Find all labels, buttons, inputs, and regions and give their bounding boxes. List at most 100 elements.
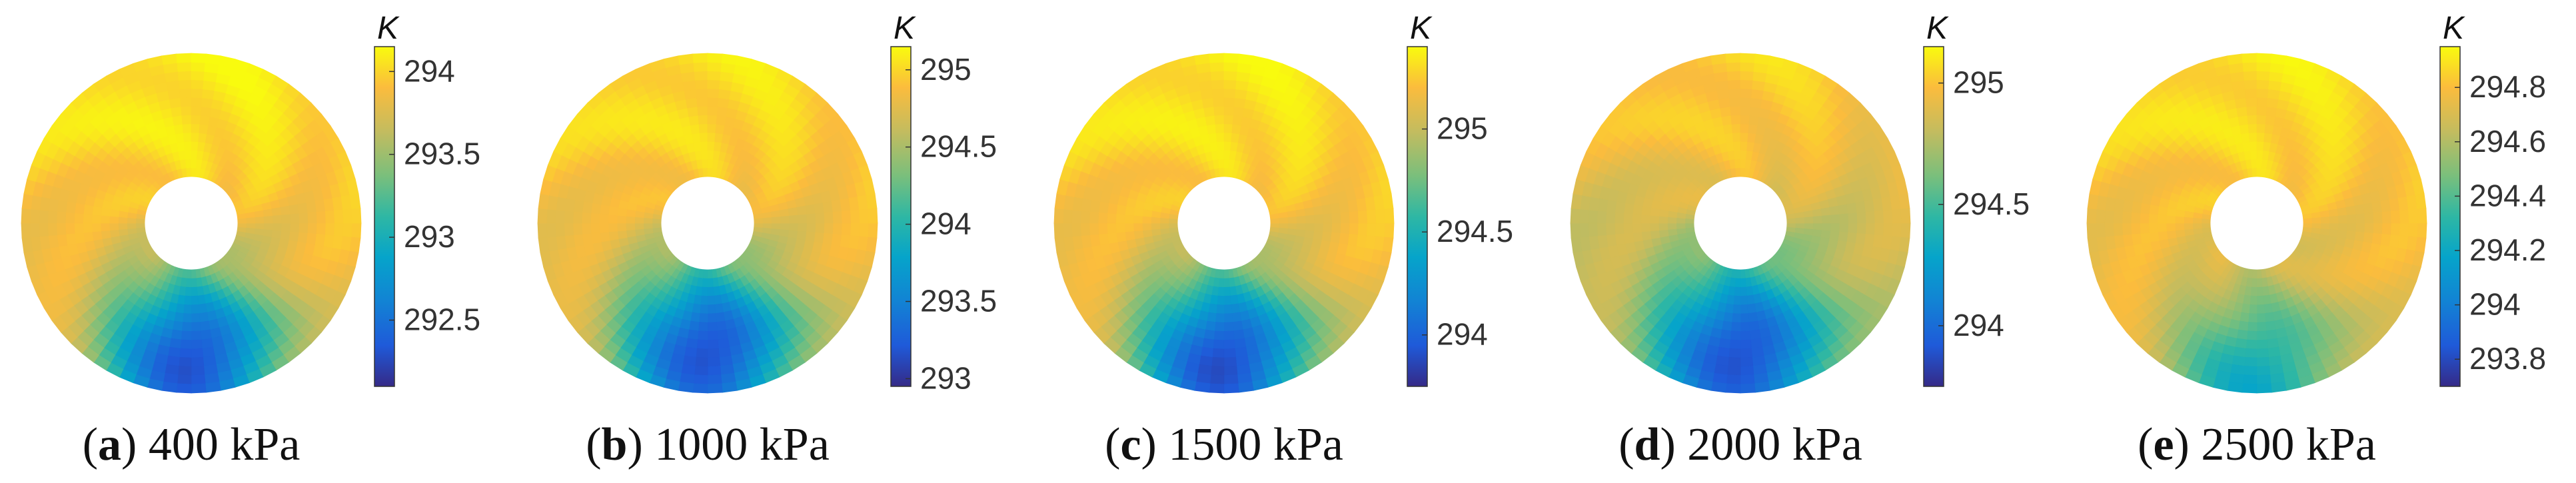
temperature-cell [191,348,204,358]
temperature-cell [191,141,199,151]
temperature-cell [1614,212,1624,224]
temperature-cell [717,338,730,349]
temperature-cell [47,223,58,237]
temperature-cell [1740,123,1750,133]
temperature-cell [191,97,203,107]
temperature-cell [1287,210,1297,219]
temperature-cell [2183,216,2194,224]
temperature-cell [1710,53,1727,65]
colorbar-tick-label: 295 [1437,111,1488,146]
temperature-cell [191,115,201,125]
temperature-cell [832,211,843,224]
temperature-cell [1231,303,1241,314]
temperature-cell [806,213,816,224]
temperature-cell [2256,269,2262,279]
temperature-cell [2248,132,2257,143]
temperature-cell [850,209,861,224]
temperature-cell [2244,88,2257,99]
temperature-cell [2131,233,2142,246]
temperature-cell [1233,329,1245,340]
temperature-cell [2246,97,2257,107]
temperature-cell [1339,233,1350,246]
temperature-cell [1622,223,1633,234]
temperature-cell [2355,213,2365,224]
temperature-cell [177,70,192,81]
temperature-cell [191,356,205,367]
temperature-cell [2246,330,2257,341]
temperature-cell [1614,201,1626,214]
temperature-cell [1874,210,1884,224]
temperature-cell [1054,237,1066,253]
temperature-cell [2240,132,2250,143]
temperature-cell [2249,141,2257,151]
temperature-cell [1367,209,1377,224]
temperature-cell [2104,209,2114,224]
temperature-cell [342,209,353,224]
temperature-cell [1640,231,1652,241]
temperature-cell [196,286,205,296]
temperature-cell [74,203,85,215]
temperature-cell [694,70,708,81]
temperature-cell [1217,286,1225,297]
temperature-cell [1305,223,1315,232]
temperature-cell [1098,201,1109,214]
temperature-cell [1339,201,1350,214]
temperature-cell [700,141,708,151]
temperature-cell [1062,209,1073,224]
temperature-cell [29,209,40,224]
temperature-cell [185,159,192,169]
temperature-cell [696,97,708,107]
temperature-cell [38,223,49,237]
temperature-cell [1384,208,1395,224]
temperature-cell [1740,366,1754,376]
temperature-cell [2256,304,2265,314]
temperature-cell [1746,294,1755,305]
temperature-cell [814,232,825,244]
temperature-cell [2364,223,2375,234]
temperature-cell [1223,269,1229,279]
temperature-cell [1658,215,1668,224]
temperature-cell [1097,223,1108,235]
temperature-cell [707,330,718,341]
temperature-cell [1203,329,1215,340]
temperature-cell [1223,304,1233,314]
temperature-cell [780,215,790,224]
temperature-cell [692,383,708,394]
temperature-cell [687,329,699,340]
temperature-cell [1830,214,1840,224]
temperature-cell [1321,204,1333,215]
temperature-cell [2256,313,2266,323]
temperature-cell [181,330,192,341]
temperature-cell [1740,88,1753,99]
temperature-cell [197,294,206,305]
temperature-cell [171,106,183,117]
temperature-cell [716,106,728,117]
temperature-cell [1089,223,1099,236]
temperature-cell [1207,132,1217,143]
temperature-cell [180,339,192,350]
temperature-cell [2363,203,2374,215]
temperature-cell [2239,123,2250,135]
colorbar-tick-label: 294 [920,207,971,241]
colorbar-tick-label: 293.5 [920,284,997,318]
colorbar-tick-label: 294.5 [920,129,997,164]
temperature-cell [1223,79,1237,90]
temperature-cell [1730,330,1741,341]
temperature-cell [699,304,708,314]
temperature-cell [608,231,619,241]
temperature-cell [246,217,256,224]
temperature-cell [263,223,274,231]
temperature-cell [1740,115,1750,125]
temperature-cell [2148,223,2158,233]
temperature-cell [1215,313,1225,323]
temperature-cell [707,97,719,107]
temperature-cell [1892,209,1902,224]
temperature-cell [2256,141,2265,151]
temperature-cell [1898,237,1910,253]
temperature-cell [1820,207,1832,217]
temperature-cell [822,233,834,246]
temperature-cell [690,123,700,135]
temperature-cell [1357,210,1368,224]
temperature-cell [169,338,182,349]
temperature-cell [714,294,722,305]
